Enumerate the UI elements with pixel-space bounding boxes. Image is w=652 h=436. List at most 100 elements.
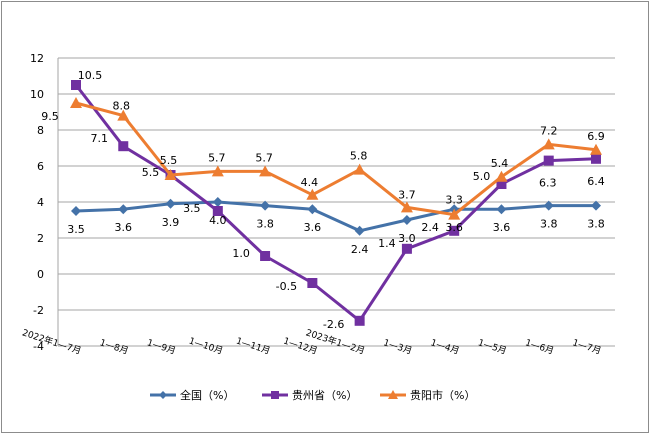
x-tick-label: 1—7月 — [571, 337, 602, 357]
data-labels: 3.5 3.6 3.9 4.0 3.8 3.6 2.4 3.0 3.6 3.6 3.8 3.8 10.5… — [41, 69, 605, 331]
guiyang-series-data-label: 5.4 — [491, 157, 509, 170]
x-tick-label: 1—11月 — [235, 336, 272, 357]
guizhou-series-data-label: 6.3 — [539, 177, 557, 190]
y-tick-label: -2 — [33, 304, 44, 317]
guiyang-series-point — [164, 169, 177, 180]
legend-label: 贵州省（%） — [292, 389, 357, 402]
guiyang-series-point — [259, 165, 272, 177]
guiyang-series-data-label: 7.2 — [540, 124, 558, 137]
national-series-point — [401, 215, 412, 225]
national-series-point — [118, 204, 129, 215]
guiyang-series-data-label: 5.8 — [350, 150, 368, 163]
guizhou-series-point — [591, 153, 601, 164]
guiyang-series-point — [400, 201, 413, 213]
national-series-data-label: 3.0 — [398, 232, 416, 245]
guizhou-series-data-label: 5.0 — [473, 170, 491, 183]
guiyang-series-data-label: 5.5 — [160, 154, 178, 167]
y-axis-ticks: -4 -2 0 2 4 6 8 10 12 — [30, 52, 44, 353]
y-tick-label: 6 — [37, 160, 44, 173]
guiyang-series — [70, 97, 602, 220]
national-series-data-label: 3.8 — [540, 218, 558, 231]
guiyang-series-point — [117, 109, 130, 121]
legend-label: 全国（%） — [180, 388, 234, 402]
guizhou-series-point — [118, 141, 129, 152]
guizhou-series-point — [401, 243, 412, 254]
guizhou-series-point — [212, 206, 223, 216]
guizhou-series-data-label: 10.5 — [78, 69, 103, 82]
gridlines — [57, 57, 615, 347]
x-tick-label: 1—3月 — [382, 337, 413, 357]
guizhou-series-point — [449, 225, 460, 236]
guizhou-series-data-label: -2.6 — [323, 318, 344, 331]
x-tick-label: 1—4月 — [429, 337, 460, 357]
guizhou-series-point — [260, 251, 271, 261]
national-series-point — [543, 200, 554, 211]
y-tick-label: 0 — [37, 268, 44, 281]
national-series-data-label: 3.5 — [67, 223, 85, 236]
guizhou-series — [71, 80, 601, 326]
guiyang-series-point — [448, 208, 461, 220]
guiyang-series-point — [495, 170, 508, 182]
national-series-point — [165, 198, 176, 209]
national-series-point — [307, 204, 318, 215]
guiyang-series-point — [353, 163, 366, 175]
legend-item: 贵州省（%） — [262, 389, 357, 402]
guiyang-series-data-label: 3.7 — [398, 188, 416, 201]
guizhou-series-data-label: 2.4 — [421, 221, 439, 234]
national-series-data-label: 4.0 — [209, 214, 227, 227]
x-tick-label: 2022年1—7月 — [21, 326, 83, 356]
national-series-data-label: 3.8 — [256, 218, 274, 231]
legend-marker — [388, 390, 398, 399]
guizhou-series-point — [543, 155, 554, 166]
national-series-data-label: 3.6 — [304, 221, 322, 234]
y-tick-label: 2 — [37, 232, 44, 245]
y-tick-label: -4 — [33, 340, 44, 353]
legend-marker — [271, 391, 279, 399]
national-series-data-label: 3.9 — [162, 216, 180, 229]
guizhou-series-point — [496, 179, 507, 189]
x-tick-label: 1—8月 — [98, 337, 129, 357]
national-series-data-label: 3.6 — [115, 221, 133, 234]
series-lines — [70, 80, 602, 326]
national-series-data-label: 3.6 — [493, 221, 511, 234]
national-series — [71, 197, 601, 236]
x-tick-label: 1—9月 — [146, 337, 177, 357]
guiyang-series-point — [70, 97, 82, 108]
guiyang-series-data-label: 3.3 — [445, 194, 463, 207]
guizhou-series-line — [74, 84, 597, 323]
y-tick-label: 8 — [37, 124, 44, 137]
y-tick-label: 10 — [30, 88, 44, 101]
national-series-point — [212, 197, 223, 207]
guizhou-series-data-label: 7.1 — [91, 132, 109, 145]
national-series-data-label: 3.8 — [587, 218, 605, 231]
guizhou-series-data-label: -0.5 — [276, 280, 297, 293]
x-tick-label: 1—5月 — [477, 337, 508, 357]
guiyang-series-data-label: 5.7 — [255, 151, 273, 164]
legend-item: 贵阳市（%） — [380, 388, 475, 402]
national-series-point — [496, 204, 507, 215]
guizhou-series-point — [307, 278, 318, 288]
x-axis-ticks: 2022年1—7月 1—8月 1—9月 1—10月 1—11月 1—12月2023年1—2… — [21, 326, 603, 356]
guiyang-series-data-label: 9.5 — [41, 110, 59, 123]
national-series-point — [260, 200, 271, 211]
legend: 全国（%） 贵州省（%） 贵阳市（%） — [150, 388, 475, 402]
y-tick-label: 12 — [30, 52, 44, 65]
national-series-data-label: 2.4 — [351, 243, 369, 256]
guiyang-series-point — [211, 165, 224, 177]
guizhou-series-data-label: 6.4 — [587, 175, 605, 188]
national-series-point — [354, 225, 365, 236]
x-tick-label: 1—10月 — [187, 336, 224, 357]
guiyang-series-line — [75, 101, 597, 217]
guiyang-series-point — [590, 143, 602, 155]
guizhou-series-point — [71, 80, 81, 90]
guizhou-series-data-label: 1.4 — [378, 237, 396, 250]
legend-item: 全国（%） — [150, 388, 234, 402]
guiyang-series-point — [542, 138, 555, 150]
guizhou-series-data-label: 3.5 — [183, 202, 201, 215]
national-series-line — [75, 200, 596, 233]
guizhou-series-data-label: 1.0 — [232, 247, 250, 260]
y-tick-label: 4 — [37, 196, 44, 209]
guiyang-series-data-label: 5.7 — [208, 151, 226, 164]
